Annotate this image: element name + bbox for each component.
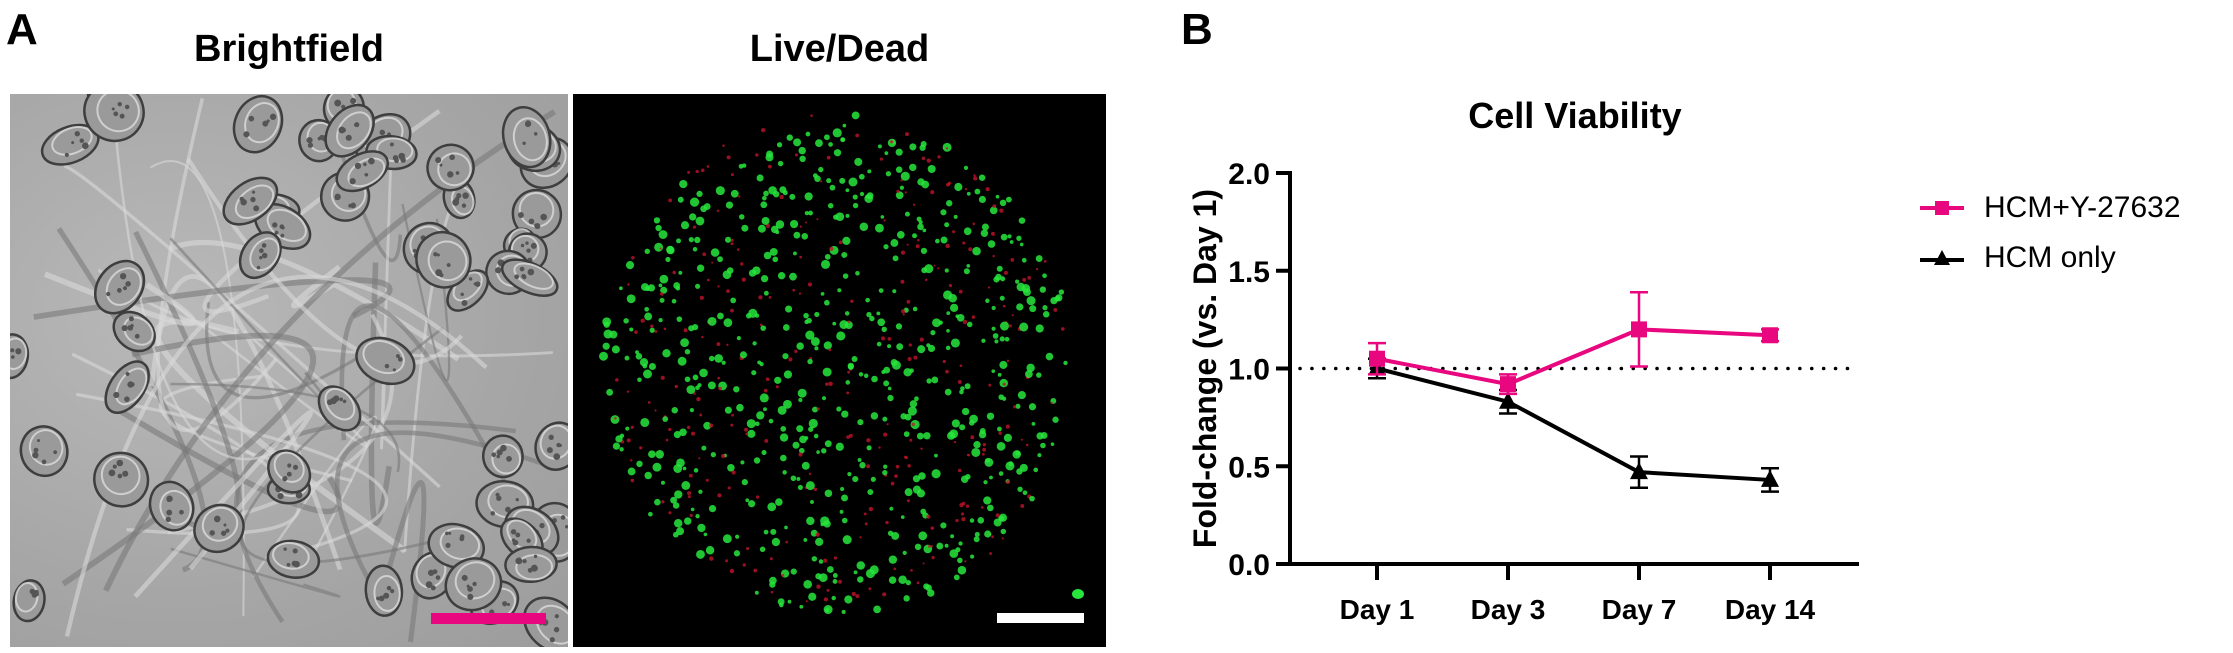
- brightfield-scale-bar: [431, 613, 546, 624]
- data-point: [1369, 350, 1385, 367]
- y-axis-label: Fold-change (vs. Day 1): [1187, 189, 1223, 548]
- brightfield-cells: [10, 94, 568, 647]
- brightfield-title: Brightfield: [194, 28, 384, 70]
- legend-label: HCM only: [1984, 241, 2116, 274]
- chart-title: Cell Viability: [1468, 95, 1681, 136]
- series-hcm-y-27632: [1368, 291, 1779, 396]
- y-tick-label: 1.0: [1228, 354, 1270, 387]
- x-tick-label: Day 3: [1471, 594, 1546, 625]
- data-point: [1630, 462, 1648, 480]
- legend-item-hcm-only: HCM only: [1920, 233, 2181, 283]
- panel-a-label: A: [6, 5, 38, 54]
- square-marker-icon: [1920, 201, 1964, 215]
- data-point: [1631, 321, 1647, 338]
- live-dead-title: Live/Dead: [749, 28, 930, 70]
- live-dead-image: [573, 94, 1106, 647]
- series-hcm-only: [1368, 357, 1779, 493]
- y-tick-label: 1.5: [1228, 256, 1270, 289]
- data-point: [1500, 376, 1516, 393]
- legend-label: HCM+Y-27632: [1984, 191, 2181, 224]
- brightfield-image: [10, 94, 568, 647]
- y-tick-label: 2.0: [1228, 158, 1270, 191]
- y-tick-label: 0.0: [1228, 549, 1270, 582]
- x-tick-label: Day 14: [1725, 594, 1816, 625]
- triangle-marker-icon: [1920, 250, 1964, 265]
- data-point: [1761, 469, 1779, 487]
- data-point: [1762, 327, 1778, 344]
- y-tick-label: 0.5: [1228, 451, 1270, 484]
- data-point: [1499, 391, 1517, 409]
- chart-legend: HCM+Y-27632 HCM only: [1920, 183, 2181, 283]
- panel-b-label: B: [1181, 5, 1213, 54]
- x-tick-label: Day 7: [1602, 594, 1677, 625]
- legend-item-hcm-y27632: HCM+Y-27632: [1920, 183, 2181, 233]
- live-dead-cells: [599, 111, 1084, 615]
- live-dead-scale-bar: [997, 613, 1084, 623]
- x-tick-label: Day 1: [1340, 594, 1415, 625]
